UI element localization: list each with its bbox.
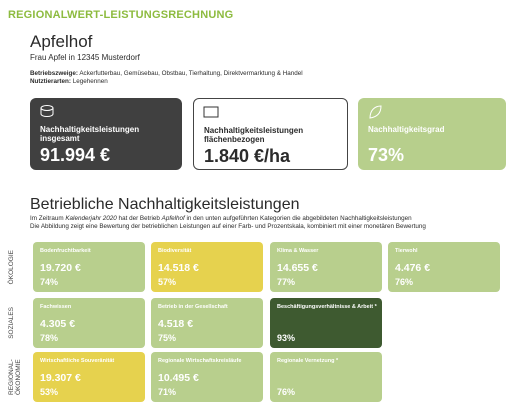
tile: Klima & Wasser 14.655 € 77% — [270, 242, 382, 292]
tile: Betrieb in der Gesellschaft 4.518 € 75% — [151, 298, 263, 348]
tile-amount: 14.655 € — [277, 262, 318, 274]
intro-text: hat der Betrieb — [116, 215, 162, 222]
intro-text: Die Abbildung zeigt eine Bewertung der b… — [30, 223, 426, 230]
tile-percent: 74% — [40, 277, 59, 287]
category-label: REGIONAL-ÖKONOMIE — [4, 352, 28, 402]
tile-percent: 76% — [395, 277, 414, 287]
intro-line: Die Abbildung zeigt eine Bewertung der b… — [30, 223, 521, 230]
tile-percent: 93% — [277, 333, 296, 343]
tile-amount: 4.305 € — [40, 318, 76, 330]
farm-owner: Frau Apfel in 12345 Musterdorf — [30, 53, 140, 62]
intro-text: Im Zeitraum — [30, 215, 66, 222]
tile: Bodenfruchtbarkeit 19.720 € 74% — [33, 242, 145, 292]
category-text: ÖKOLOGIE — [8, 249, 15, 285]
intro-line: Im Zeitraum Kalenderjahr 2020 hat der Be… — [30, 215, 521, 222]
category-text: REGIONAL-ÖKONOMIE — [8, 359, 22, 395]
tile-percent: 76% — [277, 387, 296, 397]
tile-name: Fachwissen — [40, 304, 72, 310]
tile-amount: 19.720 € — [40, 262, 81, 274]
tile: Wirtschaftliche Souveränität 19.307 € 53% — [33, 352, 145, 402]
tile-name: Regionale Wirtschaftskreisläufe — [158, 358, 242, 364]
summary-value: 91.994 € — [40, 145, 111, 165]
summary-label: Nachhaltigkeitsgrad — [368, 125, 445, 134]
tile: Regionale Vernetzung * 76% — [270, 352, 382, 402]
tile-amount: 19.307 € — [40, 372, 81, 384]
summary-value: 73% — [368, 145, 405, 165]
summary-value: 1.840 €/ha — [204, 146, 291, 166]
tile-amount: 10.495 € — [158, 372, 199, 384]
intro-text: in den unten aufgeführten Kategorien die… — [184, 215, 412, 222]
tile-name: Tierwohl — [395, 248, 418, 254]
tile: Beschäftigungsverhältnisse & Arbeit * 93% — [270, 298, 382, 348]
tile-amount: 14.518 € — [158, 262, 199, 274]
tile-percent: 75% — [158, 333, 177, 343]
tile-name: Betrieb in der Gesellschaft — [158, 304, 228, 310]
intro-text: Kalenderjahr 2020 — [65, 215, 117, 222]
tile-amount: 4.518 € — [158, 318, 194, 330]
coin-icon — [40, 105, 54, 118]
intro-text: Apfelhof — [161, 215, 185, 222]
tile-name: Beschäftigungsverhältnisse & Arbeit * — [277, 304, 377, 310]
animals: Nutztierarten: Legehennen — [30, 78, 108, 85]
tile-percent: 71% — [158, 387, 177, 397]
animals-value: Legehennen — [72, 78, 108, 85]
summary-card: Nachhaltigkeitsleistungen insgesamt 91.9… — [30, 98, 182, 170]
leaf-icon — [369, 105, 382, 119]
category-label: ÖKOLOGIE — [4, 242, 28, 292]
summary-label: Nachhaltigkeitsleistungen insgesamt — [40, 125, 140, 143]
tile: Fachwissen 4.305 € 78% — [33, 298, 145, 348]
tile-name: Regionale Vernetzung * — [277, 358, 339, 364]
branches-label: Betriebszweige: — [30, 70, 78, 77]
tile-percent: 77% — [277, 277, 296, 287]
summary-card: Nachhaltigkeitsgrad 73% — [358, 98, 506, 170]
area-icon — [203, 106, 219, 118]
branches: Betriebszweige: Ackerfutterbau, Gemüseba… — [30, 70, 303, 77]
tile-amount: 4.476 € — [395, 262, 431, 274]
section-title: Betriebliche Nachhaltigkeitsleistungen — [30, 196, 300, 213]
category-text: SOZIALES — [8, 307, 15, 339]
tile-percent: 53% — [40, 387, 59, 397]
tile: Biodiversität 14.518 € 57% — [151, 242, 263, 292]
summary-card: Nachhaltigkeitsleistungen flächenbezogen… — [193, 98, 348, 170]
report-title: REGIONALWERT-LEISTUNGSRECHNUNG — [8, 9, 234, 21]
tile-name: Klima & Wasser — [277, 248, 319, 254]
tile-name: Wirtschaftliche Souveränität — [40, 358, 115, 364]
tile: Regionale Wirtschaftskreisläufe 10.495 € 7… — [151, 352, 263, 402]
tile-percent: 57% — [158, 277, 177, 287]
tile-percent: 78% — [40, 333, 59, 343]
category-label: SOZIALES — [4, 298, 28, 348]
animals-label: Nutztierarten: — [30, 78, 71, 85]
farm-name: Apfelhof — [30, 32, 93, 51]
tile-name: Biodiversität — [158, 248, 192, 254]
branches-value: Ackerfutterbau, Gemüsebau, Obstbau, Tier… — [79, 70, 303, 77]
tile: Tierwohl 4.476 € 76% — [388, 242, 500, 292]
tile-name: Bodenfruchtbarkeit — [40, 248, 91, 254]
summary-label: Nachhaltigkeitsleistungen flächenbezogen — [204, 126, 304, 144]
